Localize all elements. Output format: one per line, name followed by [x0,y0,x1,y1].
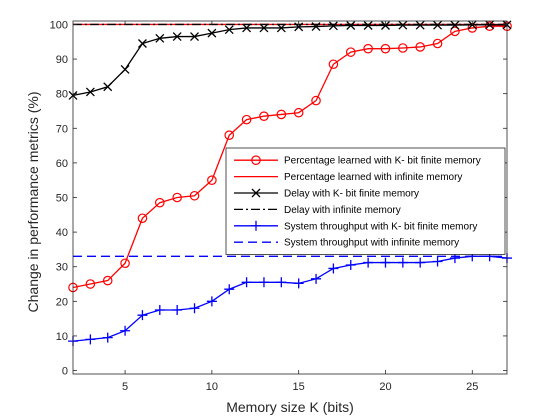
series-1-point [189,190,200,201]
series-3-point [85,87,95,97]
y-axis-label: Change in performance metrics (%) [25,92,41,313]
series-5-point [154,304,165,315]
y-tick-label: 90 [56,54,68,66]
series-5-point [241,277,252,288]
x-axis-label: Memory size K (bits) [226,399,354,415]
series-5-point [189,303,200,314]
series-5-point [206,296,217,307]
series-1-point [259,111,269,121]
series-5-point [120,325,131,336]
series-1-point [224,130,235,141]
series-1-point [137,213,148,224]
series-3-point [190,32,199,42]
series-5-point [293,278,304,289]
series-1-point [155,197,165,208]
legend-entry-1: Percentage learned with K- bit finite me… [284,156,481,167]
series-3-point [137,39,147,48]
series-5-point [363,257,374,268]
series-layer [68,20,512,347]
series-5-point [311,273,322,284]
legend-swatch-marker [251,220,261,231]
legend-entry-5: System throughput with K- bit finite mem… [284,221,477,232]
series-1-point [345,47,356,57]
series-3-point [224,25,234,35]
series-1-point [311,95,321,106]
series-3-point [120,64,130,74]
legend-entry-3: Delay with K- bit finite memory [284,189,419,200]
legend-entry-2: Percentage learned with infinite memory [284,172,462,183]
x-tick-label: 15 [293,381,305,393]
x-tick-label: 20 [379,381,391,393]
series-3-point [172,32,182,42]
series-1-point [102,275,113,286]
y-tick-label: 70 [56,123,68,135]
series-5-point [258,277,269,288]
series-3-point [381,21,390,30]
series-1-point [276,109,287,120]
series-1-point [241,114,252,125]
series-1-point [432,38,443,49]
series-1-point [398,43,408,53]
y-tick-label: 30 [56,262,68,274]
y-tick-label: 80 [56,89,68,101]
series-3-point [155,33,165,43]
series-3-point [433,20,443,30]
series-3-point [103,82,113,92]
y-tick-label: 0 [62,366,68,378]
y-tick-label: 50 [56,193,68,205]
series-1-point [484,21,495,31]
series-5-point [85,334,96,345]
series-1-point [293,107,304,118]
series-3-line [72,24,507,97]
series-3-point [450,20,460,30]
series-3-point [207,28,217,38]
y-tick-label: 40 [56,227,68,239]
series-1-point [450,26,460,37]
series-3-point [276,23,286,33]
series-1-point [363,43,373,54]
series-3 [68,20,512,100]
series-5-point [397,257,408,268]
y-tick-label: 20 [56,296,68,308]
series-1-point [85,279,96,289]
series-5-point [380,257,391,268]
y-tick-label: 100 [50,19,68,31]
series-3-point [363,21,373,30]
series-3-point [328,21,338,31]
series-5-point [345,259,356,270]
x-tick-label: 10 [206,381,218,393]
series-1-point [380,43,391,54]
series-1-point [207,175,217,185]
series-5-point [276,277,287,288]
legend: Percentage learned with K- bit finite me… [225,147,506,255]
series-5-point [172,304,183,315]
y-tick-label: 60 [56,158,68,170]
series-3-point [242,23,252,33]
series-1-point [172,192,182,203]
series-1-point [415,42,425,52]
series-3-point [259,23,269,33]
series-5-point [137,310,148,321]
series-5-point [432,256,443,267]
series-1-point [328,59,339,70]
y-tick-label: 10 [56,331,68,343]
legend-entry-6: System throughput with infinite memory [284,238,459,249]
legend-swatch-marker [251,155,261,165]
x-tick-label: 5 [122,381,128,393]
legend-swatch-marker [251,188,261,198]
series-3-point [398,20,408,30]
legend-box [225,147,506,255]
series-5-point [328,263,339,274]
series-3-point [415,20,425,30]
series-5-point [415,257,426,268]
series-3-point [346,21,356,30]
series-5-point [102,332,113,343]
axes-layer: 5 10 15 20 25 0 10 20 30 40 50 60 70 80 90 100 [50,19,508,393]
series-1-point [120,258,130,269]
legend-entry-4: Delay with infinite memory [284,205,401,216]
series-5-point [224,284,235,295]
x-tick-label: 25 [466,381,478,393]
